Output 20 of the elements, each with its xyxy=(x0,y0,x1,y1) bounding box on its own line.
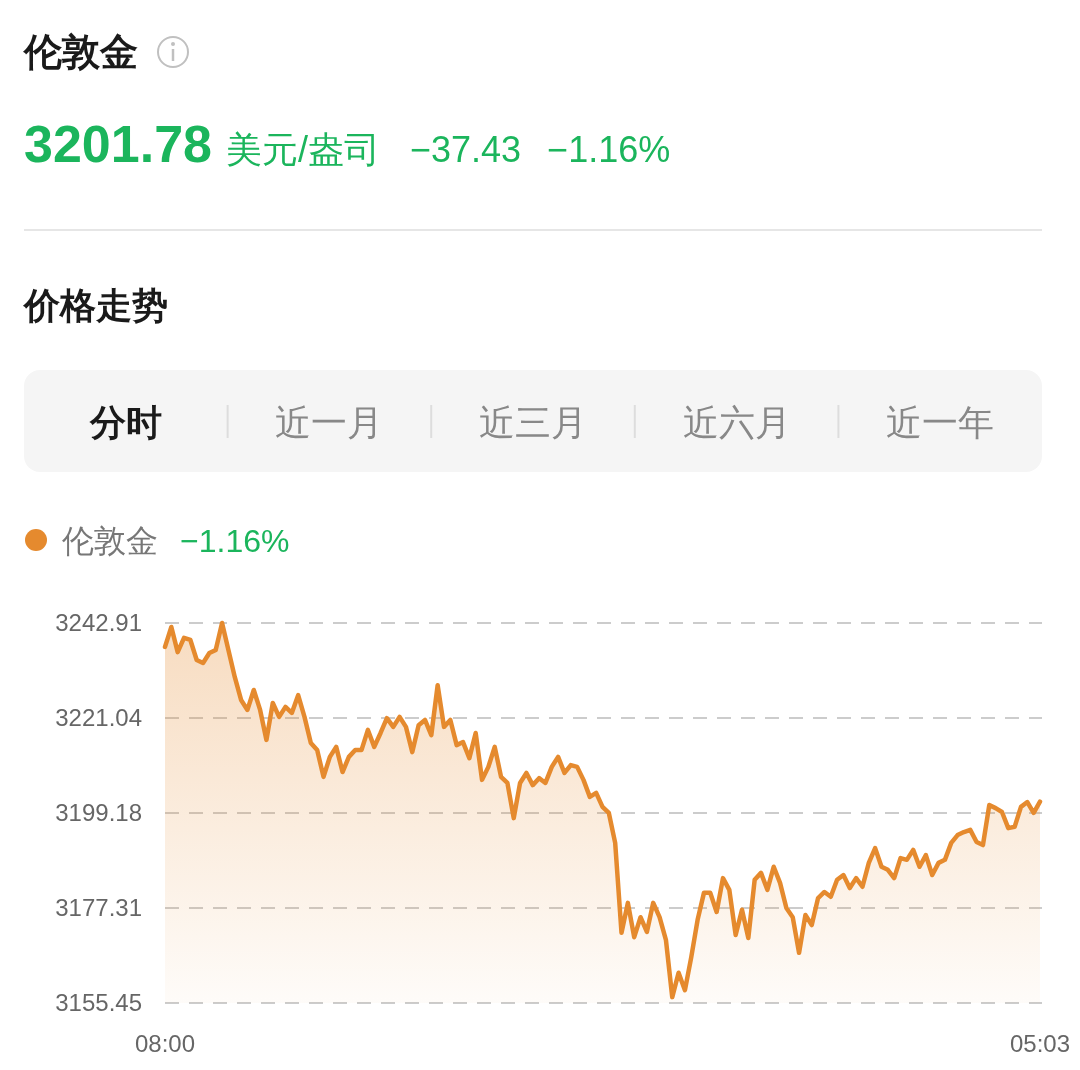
text: 近一年 xyxy=(886,402,995,443)
legend-label: 伦敦金 xyxy=(62,523,158,559)
text: 价格走势 xyxy=(22,285,168,326)
y-tick-label: 3199.18 xyxy=(55,799,142,826)
y-tick-label: 3221.04 xyxy=(55,704,142,732)
x-tick-label: 08:00 xyxy=(134,1030,196,1057)
text: 美元/盎司 xyxy=(225,129,380,170)
text: −37.43 xyxy=(409,129,522,170)
text: 近六月 xyxy=(682,402,791,443)
text: 近三月 xyxy=(479,402,587,443)
text: −1.16% xyxy=(547,129,671,170)
y-tick-label: 3242.91 xyxy=(55,609,142,636)
x-tick-label: 05:03 xyxy=(1009,1030,1071,1057)
y-tick-label: 3177.31 xyxy=(55,894,142,922)
text: 3201.78 xyxy=(24,115,212,173)
y-tick-label: 3155.45 xyxy=(55,989,142,1016)
text: 近一月 xyxy=(275,402,384,443)
text: −1.16% xyxy=(180,523,290,559)
chart-title: 伦敦金 xyxy=(22,31,138,73)
text: 分时 xyxy=(88,402,162,443)
